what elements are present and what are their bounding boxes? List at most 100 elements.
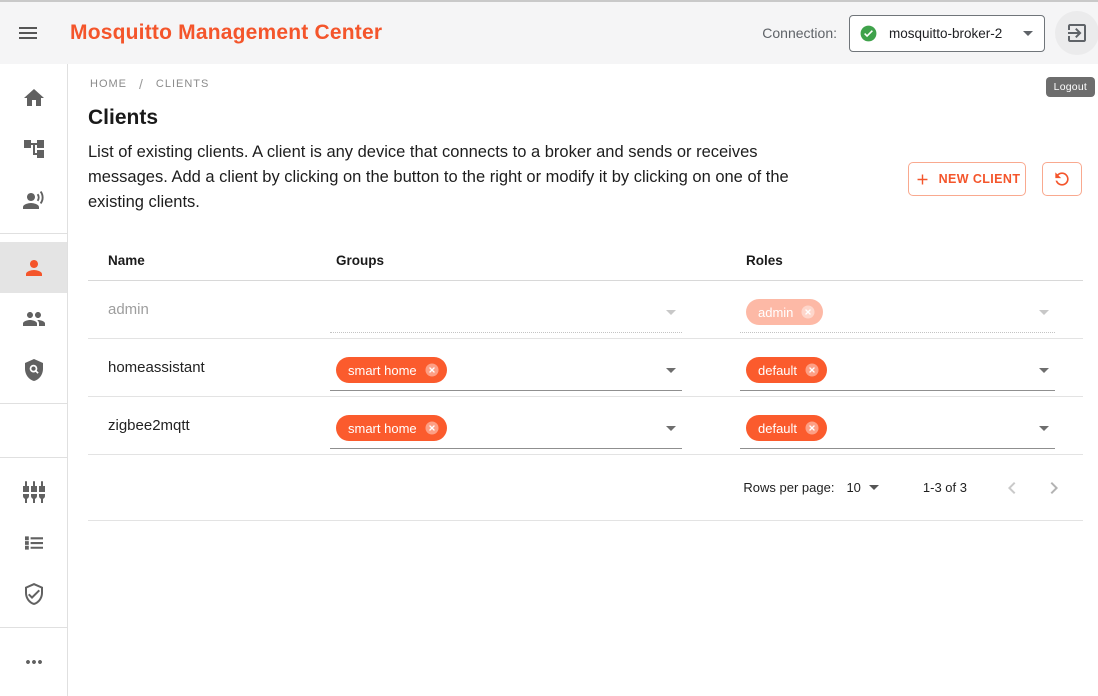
chevron-down-icon bbox=[1039, 367, 1049, 373]
connection-label: Connection: bbox=[762, 25, 837, 41]
policy-shield-icon bbox=[22, 358, 46, 382]
sidebar-item-shield-check[interactable] bbox=[0, 568, 67, 619]
groups-chip: smart home bbox=[336, 415, 447, 441]
plugs-icon bbox=[22, 480, 46, 504]
chevron-down-icon bbox=[666, 367, 676, 373]
sidebar-divider bbox=[0, 457, 67, 458]
sidebar-nav bbox=[0, 64, 68, 696]
table-body: admin admin homeassistant smart home default… bbox=[88, 281, 1083, 455]
page-description: List of existing clients. A client is an… bbox=[88, 143, 789, 211]
groups-cell: smart home bbox=[330, 397, 740, 454]
connection-select[interactable]: mosquitto-broker-2 bbox=[849, 14, 1045, 52]
column-header-name: Name bbox=[108, 252, 145, 268]
chip-remove-icon[interactable] bbox=[803, 361, 821, 379]
client-name: homeassistant bbox=[108, 359, 205, 376]
sidebar-group bbox=[0, 64, 67, 233]
sidebar-divider bbox=[0, 627, 67, 628]
rows-per-page-value[interactable]: 10 bbox=[846, 480, 861, 495]
column-header-roles: Roles bbox=[746, 252, 783, 268]
refresh-button[interactable] bbox=[1042, 162, 1082, 196]
people-icon bbox=[22, 307, 46, 331]
breadcrumb-clients: CLIENTS bbox=[155, 78, 210, 90]
sidebar-item-list[interactable] bbox=[0, 517, 67, 568]
breadcrumb-home[interactable]: HOME bbox=[90, 78, 127, 90]
sidebar-group bbox=[0, 628, 67, 695]
roles-select[interactable]: default bbox=[740, 351, 1055, 391]
chevron-down-icon bbox=[1039, 309, 1049, 315]
person-icon bbox=[22, 256, 46, 280]
pagination-range: 1-3 of 3 bbox=[922, 480, 967, 495]
chip-remove-icon[interactable] bbox=[423, 361, 441, 379]
connection-value: mosquitto-broker-2 bbox=[889, 25, 1003, 41]
sidebar-item-topic-tree[interactable] bbox=[0, 123, 67, 174]
sidebar-group bbox=[0, 234, 67, 403]
table-pagination: Rows per page: 10 1-3 of 3 bbox=[88, 455, 1083, 521]
chevron-down-icon bbox=[1023, 30, 1033, 36]
header-right: Connection: mosquitto-broker-2 bbox=[762, 2, 1098, 64]
client-name: zigbee2mqtt bbox=[108, 417, 190, 434]
sidebar-divider bbox=[0, 233, 67, 234]
page-title: Clients bbox=[88, 106, 159, 129]
groups-select[interactable] bbox=[330, 293, 682, 333]
shield-check-icon bbox=[22, 582, 46, 606]
chevron-down-icon bbox=[666, 309, 676, 315]
sidebar-item-home[interactable] bbox=[0, 72, 67, 123]
roles-chip: admin bbox=[746, 299, 824, 325]
next-page-button[interactable] bbox=[1035, 469, 1073, 507]
list-icon bbox=[22, 531, 46, 555]
sidebar-item-policy[interactable] bbox=[0, 344, 67, 395]
plus-icon bbox=[914, 171, 931, 188]
menu-icon[interactable] bbox=[16, 21, 40, 45]
table-header-row: Name Groups Roles bbox=[88, 240, 1083, 281]
chevron-right-icon bbox=[1042, 476, 1066, 500]
sidebar-divider bbox=[0, 403, 67, 404]
roles-select[interactable]: admin bbox=[740, 293, 1055, 333]
sidebar-item-groups[interactable] bbox=[0, 293, 67, 344]
sidebar-group bbox=[0, 404, 67, 457]
table-row-admin[interactable]: admin admin bbox=[88, 281, 1083, 339]
chip-label: default bbox=[758, 420, 798, 436]
roles-chip: default bbox=[746, 415, 828, 441]
breadcrumb: HOME / CLIENTS bbox=[90, 76, 209, 92]
breadcrumb-separator: / bbox=[139, 76, 144, 92]
main-content: HOME / CLIENTS Clients List of existing … bbox=[69, 64, 1098, 696]
previous-page-button[interactable] bbox=[993, 469, 1031, 507]
more-horiz-icon bbox=[22, 650, 46, 674]
roles-chip: default bbox=[746, 357, 828, 383]
topic-tree-icon bbox=[22, 137, 46, 161]
groups-cell bbox=[330, 281, 740, 338]
chip-remove-icon[interactable] bbox=[803, 419, 821, 437]
roles-cell: default bbox=[740, 397, 1083, 454]
voice-person-icon bbox=[22, 188, 46, 212]
sidebar-item-voice-person[interactable] bbox=[0, 174, 67, 225]
chip-remove-icon[interactable] bbox=[423, 419, 441, 437]
new-client-button[interactable]: NEW CLIENT bbox=[908, 162, 1026, 196]
app-header: Mosquitto Management Center Connection: … bbox=[0, 0, 1098, 64]
logout-button[interactable] bbox=[1055, 11, 1098, 55]
chevron-down-icon bbox=[1039, 425, 1049, 431]
rows-per-page-caret-icon[interactable] bbox=[868, 485, 879, 490]
logout-tooltip: Logout bbox=[1045, 77, 1095, 97]
groups-cell: smart home bbox=[330, 339, 740, 396]
rows-per-page-label: Rows per page: bbox=[743, 480, 835, 495]
groups-chip: smart home bbox=[336, 357, 447, 383]
table-row-zigbee2mqtt[interactable]: zigbee2mqtt smart home default bbox=[88, 397, 1083, 455]
app-title: Mosquitto Management Center bbox=[70, 21, 383, 44]
table-row-homeassistant[interactable]: homeassistant smart home default bbox=[88, 339, 1083, 397]
sidebar-item-more[interactable] bbox=[0, 636, 67, 687]
roles-select[interactable]: default bbox=[740, 409, 1055, 449]
sidebar-item-clients[interactable] bbox=[0, 242, 67, 293]
column-header-groups: Groups bbox=[336, 252, 385, 268]
client-name: admin bbox=[108, 301, 149, 318]
clients-table: Name Groups Roles admin admin homeassistan… bbox=[88, 240, 1083, 521]
chevron-down-icon bbox=[666, 425, 676, 431]
chip-remove-icon[interactable] bbox=[799, 303, 817, 321]
chip-label: default bbox=[758, 362, 798, 378]
roles-cell: admin bbox=[740, 281, 1083, 338]
sidebar-item-plugins[interactable] bbox=[0, 466, 67, 517]
chip-label: smart home bbox=[348, 362, 417, 378]
sidebar-group bbox=[0, 458, 67, 627]
groups-select[interactable]: smart home bbox=[330, 351, 682, 391]
refresh-icon bbox=[1052, 169, 1072, 189]
groups-select[interactable]: smart home bbox=[330, 409, 682, 449]
